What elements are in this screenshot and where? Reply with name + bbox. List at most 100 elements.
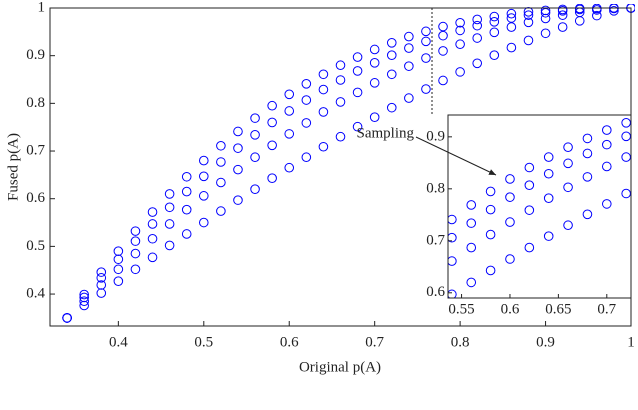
inset-point [505,254,515,264]
point [352,121,363,132]
point [404,61,414,71]
inset-point [505,192,515,202]
annotation-arrow [415,136,497,176]
y-tick-label: 0.4 [26,285,45,301]
point [267,117,277,128]
point [352,66,363,76]
inset-x-tick-label: 0.55 [448,301,474,317]
point [506,8,517,19]
point [455,39,465,50]
inset-point [621,152,631,162]
inset-y-tick-label: 0.6 [426,284,445,300]
inset-point [466,200,477,210]
inset-point [505,174,515,184]
point [335,75,346,85]
point [181,171,192,182]
point [421,36,431,47]
point [489,27,500,38]
point [557,10,568,20]
y-axis-label: Fused p(A) [5,133,21,201]
annotation: Sampling [356,125,414,141]
point [233,195,243,205]
point [301,95,312,105]
point [369,78,380,88]
point [267,173,277,184]
point [79,300,89,311]
point [79,289,89,300]
point [198,191,209,201]
inset-point [524,180,535,190]
point [489,17,500,27]
point [250,130,260,140]
inset-point [543,231,554,241]
inset-y-tick-label: 0.8 [426,180,445,196]
point [96,267,107,277]
point [62,313,72,323]
point [284,89,295,100]
point [438,30,448,41]
point [96,288,107,298]
inset-point [524,205,535,215]
point [352,52,363,62]
point [489,11,500,22]
point [318,141,329,152]
point [198,171,209,182]
point [284,129,295,139]
point [352,87,363,98]
inset-frame [447,114,632,299]
point [386,38,397,48]
point [181,229,192,239]
point [164,240,175,251]
point [592,10,602,21]
inset-point [485,229,496,240]
point [335,97,346,107]
inset-point [448,256,457,266]
point [181,204,192,215]
point [404,43,414,53]
point [284,162,295,173]
inset-point [485,204,496,215]
point [113,254,124,265]
point [301,118,312,128]
point [523,10,534,20]
point [404,93,414,103]
point [113,246,124,256]
point [369,58,380,68]
point [130,236,141,246]
inset-point [582,148,593,159]
point [557,6,568,16]
x-tick-label: 0.5 [194,334,213,350]
x-axis-label: Original p(A) [299,359,381,375]
inset-point [621,131,631,142]
inset-point [563,142,573,153]
point [438,75,448,86]
point [216,140,226,151]
point [404,31,414,42]
point [164,189,175,199]
y-tick-label: 0.6 [26,190,45,206]
point [130,226,141,236]
point [198,155,209,166]
x-tick-label: 0.8 [451,334,470,350]
point [386,50,397,60]
point [233,143,243,153]
inset-point [563,220,573,231]
point [147,207,158,217]
point [301,79,312,89]
point [438,21,448,32]
point [438,46,448,56]
inset-y-tick-label: 0.9 [426,128,445,144]
point [506,22,517,32]
point [335,60,346,71]
inset-point [448,289,457,298]
inset-point [621,117,631,128]
point [489,50,500,60]
inset-point [485,265,496,276]
x-tick-label: 1 [627,334,635,350]
point [506,42,517,53]
point [386,69,397,80]
point [386,102,397,113]
point [369,112,380,122]
